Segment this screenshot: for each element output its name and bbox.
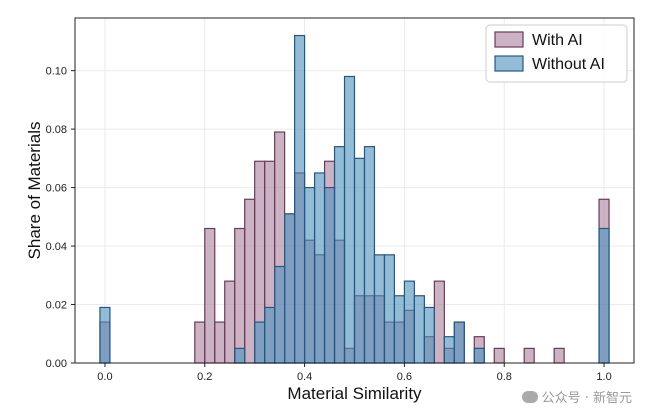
legend-label: With AI — [532, 32, 583, 49]
bar-without-ai — [343, 75, 356, 364]
y-tick-label: 0.08 — [46, 124, 67, 136]
bar-with-ai — [224, 280, 236, 364]
legend-swatch — [494, 31, 524, 48]
y-tick-label: 0.10 — [46, 66, 67, 78]
bar-without-ai — [403, 280, 415, 364]
bar-without-ai — [323, 186, 336, 364]
bar-without-ai — [294, 34, 306, 364]
watermark: 公众号 · 新智元 — [521, 387, 632, 406]
bar-with-ai — [204, 227, 216, 364]
wechat-icon — [521, 390, 538, 403]
x-tick-label: 1.0 — [596, 371, 611, 383]
bar-without-ai — [363, 146, 376, 364]
bar-without-ai — [99, 306, 111, 364]
y-tick-label: 0.04 — [46, 241, 67, 253]
bar-without-ai — [473, 347, 485, 364]
bar-with-ai — [553, 347, 565, 364]
x-tick-label: 0.4 — [297, 371, 312, 383]
bar-without-ai — [284, 213, 296, 364]
bar-without-ai — [443, 336, 455, 364]
bar-without-ai — [423, 306, 435, 364]
bar-without-ai — [598, 227, 610, 364]
x-tick-label: 0.2 — [197, 371, 212, 383]
bar-without-ai — [413, 295, 425, 364]
bar-with-ai — [493, 347, 505, 364]
x-tick-label: 0.0 — [97, 371, 112, 383]
x-axis-label: Material Similarity — [287, 384, 422, 403]
bar-with-ai — [244, 198, 256, 364]
bar-without-ai — [264, 306, 276, 364]
y-axis-label: Share of Materials — [25, 122, 44, 260]
bar-with-ai — [194, 321, 206, 364]
y-tick-label: 0.00 — [46, 358, 67, 370]
bar-without-ai — [373, 254, 386, 364]
y-tick-label: 0.02 — [46, 300, 67, 312]
bar-without-ai — [274, 265, 286, 364]
bar-without-ai — [353, 157, 366, 364]
y-tick-label: 0.06 — [46, 183, 67, 195]
bar-without-ai — [333, 146, 346, 364]
bar-with-ai — [214, 321, 226, 364]
bar-with-ai — [433, 280, 445, 364]
x-tick-label: 0.8 — [497, 371, 512, 383]
legend-label: Without AI — [532, 56, 605, 73]
bar-without-ai — [254, 321, 266, 364]
bar-with-ai — [234, 227, 246, 364]
bar-without-ai — [303, 186, 316, 364]
bar-with-ai — [523, 347, 535, 364]
bar-without-ai — [393, 295, 406, 364]
plot-frame — [74, 17, 635, 364]
watermark-text: 公众号 · 新智元 — [541, 391, 632, 406]
bar-without-ai — [453, 321, 465, 364]
bar-without-ai — [313, 172, 326, 364]
x-tick-label: 0.6 — [397, 371, 412, 383]
legend-swatch — [494, 55, 524, 72]
bar-without-ai — [234, 347, 246, 364]
bar-without-ai — [383, 254, 396, 364]
